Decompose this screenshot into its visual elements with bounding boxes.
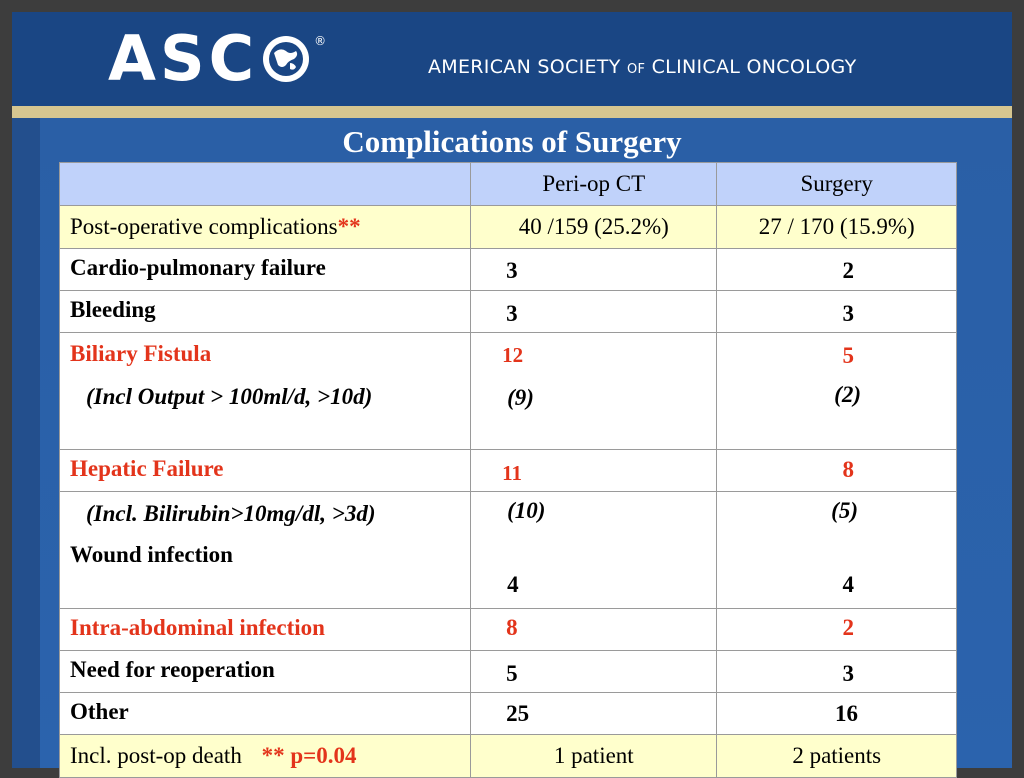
registered-mark: ® <box>314 34 327 48</box>
header-cell-empty <box>58 162 472 206</box>
header-cell-surgery: Surgery <box>716 162 957 206</box>
cell-surgery: 2 <box>842 615 855 640</box>
label-text: Post-operative complications <box>70 214 338 239</box>
label-text: Incl. post-op death <box>70 743 242 768</box>
asco-header: ASC ® AMERICAN SOCIETY OF CLINICAL ONCOL… <box>12 12 1012 106</box>
table-row: Post-operative complications** 40 /159 (… <box>58 205 957 249</box>
table-row: Incl. post-op death ** p=0.04 1 patient … <box>58 734 957 778</box>
globe-icon <box>263 36 310 82</box>
table-row: (Incl. Bilirubin>10mg/dl, >3d) Wound inf… <box>58 491 957 609</box>
value-text: 12 <box>502 343 524 367</box>
cell-surgery: 27 / 170 (15.9%) <box>716 205 957 249</box>
cell-periop: 11 <box>502 461 522 485</box>
cell-surgery: 2 <box>842 258 855 283</box>
table-row: Hepatic Failure 11 8 <box>58 449 957 492</box>
cell-periop: 3 <box>506 301 518 326</box>
table-row: Intra-abdominal infection 8 2 <box>58 608 957 651</box>
slide-title: Complications of Surgery <box>342 124 682 159</box>
asco-logo: ASC ® <box>108 22 327 95</box>
complications-table: Peri-op CT Surgery Post-operative compli… <box>58 162 957 778</box>
org-name: AMERICAN SOCIETY OF CLINICAL ONCOLOGY <box>428 56 857 78</box>
row-label: Cardio-pulmonary failure <box>58 248 472 291</box>
logo-text: ASC <box>108 22 259 95</box>
value-text: 4 <box>842 572 855 597</box>
row-label: Biliary Fistula (Incl Output > 100ml/d, … <box>58 332 472 450</box>
cell-surgery: 16 <box>835 701 858 726</box>
significance-marker: ** <box>261 743 285 768</box>
row-label: (Incl. Bilirubin>10mg/dl, >3d) Wound inf… <box>58 491 472 609</box>
cell-surgery: (5) 4 <box>716 491 957 609</box>
cell-surgery: 3 <box>842 661 855 686</box>
org-name-part2: CLINICAL ONCOLOGY <box>645 56 857 78</box>
header-stripe <box>12 106 1012 118</box>
org-name-of: OF <box>626 62 646 77</box>
cell-periop: 8 <box>506 615 518 640</box>
sub-value-text: (5) <box>831 498 858 523</box>
cell-surgery: 5 (2) <box>716 332 957 450</box>
cell-surgery: 8 <box>842 457 855 482</box>
value-text: 4 <box>507 572 519 597</box>
row-label: Need for reoperation <box>58 650 472 693</box>
table-row: Need for reoperation 5 3 <box>58 650 957 693</box>
left-bar <box>12 118 40 768</box>
cell-periop: 25 <box>506 701 530 726</box>
table-header-row: Peri-op CT Surgery <box>58 162 957 206</box>
significance-marker: ** <box>337 214 361 239</box>
label-text: Biliary Fistula <box>70 341 212 366</box>
row-label: Post-operative complications** <box>58 205 472 249</box>
sub-label-text: (Incl. Bilirubin>10mg/dl, >3d) <box>86 501 376 526</box>
header-cell-periop: Peri-op CT <box>470 162 718 206</box>
row-label: Incl. post-op death ** p=0.04 <box>58 734 472 778</box>
value-text: 5 <box>842 343 855 368</box>
row-label: Other <box>58 692 472 735</box>
cell-periop: 3 <box>506 258 518 283</box>
p-value: p=0.04 <box>290 743 357 768</box>
sub-value-text: (2) <box>834 382 861 407</box>
table-row: Other 25 16 <box>58 692 957 735</box>
cell-surgery: 3 <box>842 301 855 326</box>
sub-label-text: (Incl Output > 100ml/d, >10d) <box>86 384 373 409</box>
row-label: Bleeding <box>58 290 472 333</box>
table-row: Biliary Fistula (Incl Output > 100ml/d, … <box>58 332 957 450</box>
table-row: Bleeding 3 3 <box>58 290 957 333</box>
cell-periop: 5 <box>506 661 518 686</box>
cell-periop: 12 (9) <box>470 332 718 450</box>
label-text: Wound infection <box>70 542 233 567</box>
sub-value-text: (10) <box>507 498 546 523</box>
row-label: Intra-abdominal infection <box>58 608 472 651</box>
cell-periop: 1 patient <box>470 734 718 778</box>
cell-surgery: 2 patients <box>716 734 957 778</box>
org-name-part1: AMERICAN SOCIETY <box>428 56 627 78</box>
cell-periop: (10) 4 <box>470 491 718 609</box>
table-row: Cardio-pulmonary failure 3 2 <box>58 248 957 291</box>
sub-value-text: (9) <box>507 385 534 410</box>
cell-periop: 40 /159 (25.2%) <box>470 205 718 249</box>
row-label: Hepatic Failure <box>58 449 472 492</box>
